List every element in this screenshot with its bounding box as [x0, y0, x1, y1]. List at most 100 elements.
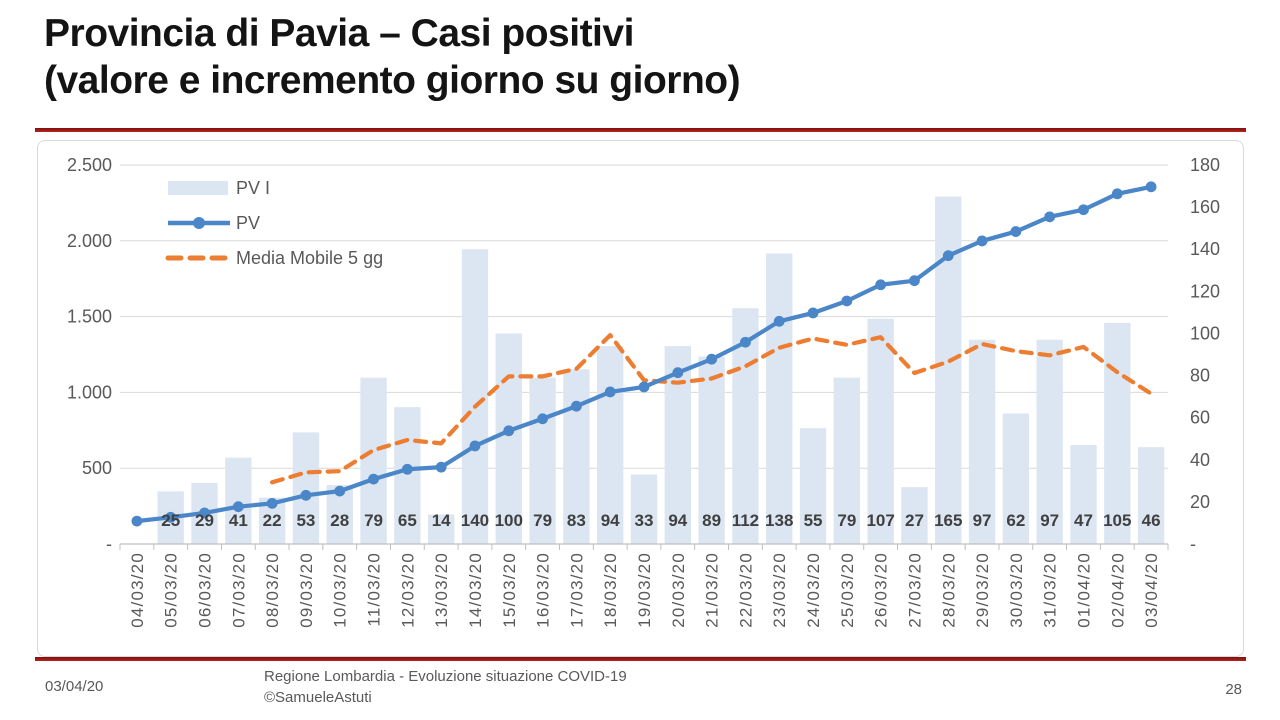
footer-page-number: 28	[1225, 681, 1242, 698]
pv-point	[435, 461, 447, 473]
bar-data-label: 105	[1103, 511, 1131, 530]
x-axis-label: 11/03/20	[365, 552, 384, 627]
bar-data-label: 22	[263, 511, 282, 530]
bar-data-label: 65	[398, 511, 417, 530]
bar-data-label: 89	[702, 511, 721, 530]
legend-swatch-bar	[168, 181, 228, 195]
x-axis-label: 22/03/20	[736, 552, 755, 628]
x-axis-label: 09/03/20	[297, 552, 316, 628]
footer-divider-rule	[35, 657, 1246, 661]
bar-data-label: 41	[229, 511, 248, 530]
pv-point	[672, 367, 684, 379]
bar	[1137, 447, 1165, 544]
bar	[597, 346, 624, 544]
left-axis-label: 500	[82, 458, 112, 478]
pv-point	[638, 381, 650, 393]
legend-label: PV I	[236, 178, 270, 198]
pv-point	[537, 413, 548, 425]
pv-point	[401, 463, 413, 475]
legend-label: PV	[236, 213, 260, 233]
bar	[292, 432, 320, 544]
left-axis-label: 1.500	[67, 307, 112, 327]
legend-swatch-marker	[193, 217, 205, 229]
bar-data-label: 55	[804, 511, 823, 530]
bar-data-label: 53	[296, 511, 315, 530]
bar-data-label: 33	[635, 511, 654, 530]
bar-data-label: 14	[432, 511, 451, 530]
bar-data-label: 29	[195, 511, 214, 530]
bar-data-label: 25	[161, 511, 180, 530]
pv-point	[334, 485, 346, 497]
page-title-line1: Provincia di Pavia – Casi positivi	[44, 12, 634, 55]
pv-point	[266, 497, 278, 509]
chart-frame: 25 29 41 22 53 28 79 65 14 140 100 79 83 94 33 94 89 112 1…	[37, 140, 1244, 657]
bar	[935, 196, 962, 545]
x-axis-label: 04/03/20	[128, 552, 147, 628]
x-axis-label: 08/03/20	[263, 552, 282, 628]
pv-point	[1044, 211, 1056, 223]
bar	[664, 346, 691, 544]
pv-point	[604, 386, 616, 398]
pv-point	[1145, 181, 1157, 193]
pv-point	[469, 440, 481, 452]
combo-chart-canvas: 25 29 41 22 53 28 79 65 14 140 100 79 83 94 33 94 89 112 1…	[67, 155, 1220, 628]
right-axis-label: 160	[1190, 197, 1220, 217]
bar-data-label: 28	[330, 511, 349, 530]
bar-data-label: 97	[973, 511, 992, 530]
right-axis-label: 60	[1190, 408, 1210, 428]
x-axis-label: 06/03/20	[196, 552, 215, 628]
pv-point	[1010, 226, 1022, 237]
pv-point	[300, 489, 312, 501]
pv-point	[942, 250, 954, 262]
bar-data-label: 94	[668, 511, 687, 530]
x-axis-label: 14/03/20	[466, 552, 485, 628]
bar	[225, 457, 252, 544]
bar	[698, 356, 725, 544]
right-axis-label: 100	[1190, 323, 1220, 343]
x-axis-label: 19/03/20	[635, 552, 654, 628]
pv-line	[134, 184, 1154, 524]
pv-point	[875, 279, 887, 291]
x-axis-label: 02/04/20	[1108, 552, 1127, 628]
pv-point	[841, 295, 853, 307]
x-axis-label: 18/03/20	[601, 552, 620, 628]
x-axis-label: 29/03/20	[973, 552, 992, 628]
bar	[1036, 339, 1063, 544]
bar	[427, 514, 455, 544]
pv-point	[368, 473, 379, 485]
bar-data-label: 100	[495, 511, 523, 530]
bar-data-label: 62	[1006, 511, 1025, 530]
bar-data-label: 83	[567, 511, 586, 530]
x-axis-label: 28/03/20	[939, 552, 958, 628]
left-axis-label: 1.000	[67, 382, 112, 402]
x-axis-label: 12/03/20	[398, 552, 417, 628]
bar-data-label: 79	[364, 511, 383, 530]
bar	[563, 369, 590, 544]
bar-data-label: 79	[837, 511, 856, 530]
pv-point	[503, 425, 515, 437]
x-axis-label: 17/03/20	[567, 552, 586, 628]
bar-data-label: 112	[732, 511, 759, 530]
left-axis-label: 2.000	[67, 231, 112, 251]
bar	[867, 318, 894, 544]
x-axis-label: 03/04/20	[1142, 552, 1161, 628]
pv-point	[740, 336, 751, 348]
x-axis-label: 15/03/20	[500, 552, 519, 628]
x-axis-label: 21/03/20	[703, 552, 722, 628]
bar	[833, 377, 861, 544]
right-axis-label: 120	[1190, 281, 1220, 301]
right-axis-label: 80	[1190, 366, 1210, 386]
right-axis-label: 40	[1190, 450, 1210, 470]
pv-point	[773, 315, 785, 327]
right-axis-label: -	[1190, 534, 1196, 554]
bar-data-label: 94	[601, 511, 620, 530]
x-axis-label: 07/03/20	[229, 552, 248, 628]
page-title-line2: (valore e incremento giorno su giorno)	[44, 59, 741, 102]
page-title: Provincia di Pavia – Casi positivi (valo…	[44, 10, 741, 104]
bar-data-label: 47	[1074, 511, 1093, 530]
legend-label: Media Mobile 5 gg	[236, 248, 383, 268]
bar	[630, 474, 658, 544]
bar-data-label: 27	[905, 511, 924, 530]
right-axis-label: 180	[1190, 155, 1220, 175]
bar-data-label: 138	[765, 511, 793, 530]
